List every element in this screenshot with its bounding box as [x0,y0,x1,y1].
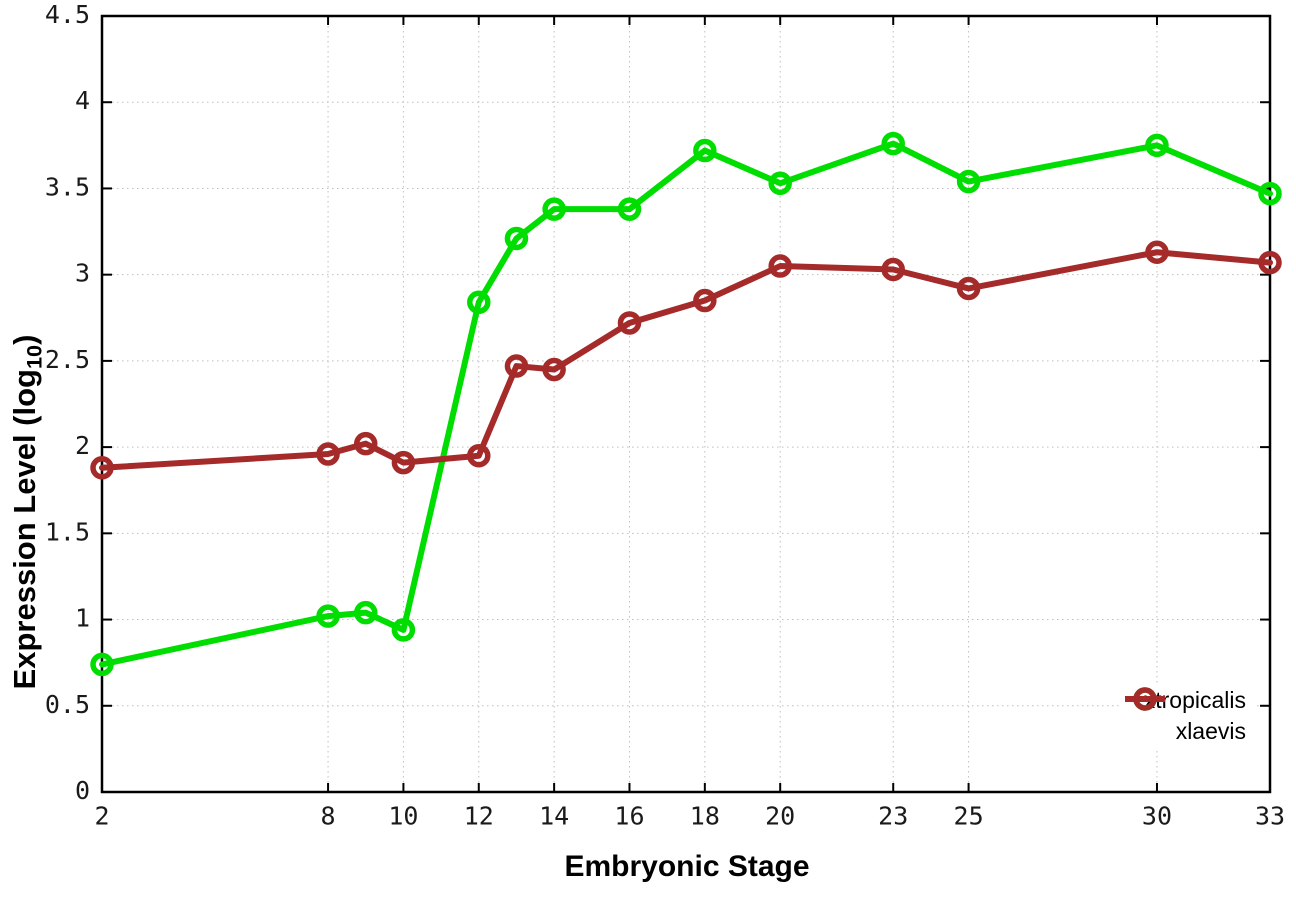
data-point-xtropicalis [316,604,340,628]
x-tick-label: 2 [94,801,109,830]
data-point-xtropicalis [1258,181,1282,206]
series-line-xlaevis [99,249,1273,471]
data-point-xtropicalis [504,226,529,251]
y-tick-label: 0.5 [45,690,90,719]
data-point-xlaevis [693,288,717,313]
x-tick-label: 16 [614,801,644,830]
data-point-xtropicalis [881,131,905,156]
data-point-xlaevis [391,450,416,475]
x-tick-label: 10 [388,801,418,830]
data-point-xlaevis [617,311,642,335]
data-point-xlaevis [956,276,981,301]
series-line-xtropicalis [99,140,1273,668]
data-point-xlaevis [1258,250,1282,275]
x-axis-title: Embryonic Stage [564,850,810,883]
y-tick-label: 3 [75,259,90,288]
y-tick-label: 3.5 [45,172,90,201]
data-point-xtropicalis [1145,133,1169,158]
x-tick-label: 14 [539,801,569,830]
data-point-xlaevis [467,443,491,468]
x-tick-label: 30 [1142,801,1172,830]
data-point-xlaevis [90,456,114,480]
x-tick-label: 18 [690,801,720,830]
x-tick-label: 33 [1255,801,1285,830]
data-point-xtropicalis [90,652,114,677]
y-tick-label: 2 [75,431,90,460]
legend-item-xlaevis: xlaevis [1124,687,1254,747]
data-point-xlaevis [353,431,378,456]
y-tick-label: 4.5 [45,0,90,29]
x-tick-label: 12 [464,801,494,830]
data-point-xtropicalis [542,197,566,221]
y-tick-label: 4 [75,86,90,115]
data-point-xlaevis [316,442,340,466]
y-tick-label: 1 [75,604,90,633]
y-tick-label: 1.5 [45,517,90,546]
data-point-xlaevis [542,357,566,382]
data-point-xlaevis [1145,240,1169,264]
data-point-xtropicalis [956,169,981,194]
y-tick-label: 2.5 [45,345,90,374]
data-point-xlaevis [504,354,529,378]
data-point-xtropicalis [768,171,792,196]
line-circle-marker-icon [1124,687,1165,711]
legend-label-xlaevis: xlaevis [1175,718,1246,744]
x-tick-label: 8 [321,801,336,830]
data-point-xtropicalis [467,290,491,315]
y-axis-title-subscript: 10 [21,344,47,370]
data-point-xlaevis [881,257,905,282]
y-axis-title: Expression Level (log10) [7,335,48,690]
x-tick-label: 20 [765,801,795,830]
data-point-xtropicalis [353,600,378,625]
x-tick-label: 23 [878,801,908,830]
y-axis-title-main: Expression Level (log [6,369,42,690]
data-point-xlaevis [768,254,792,278]
legend: xtropicalis xlaevis [1121,684,1256,748]
data-point-xtropicalis [391,618,416,642]
y-axis-title-close: ) [6,334,42,345]
data-point-xtropicalis [617,197,642,221]
y-tick-label: 0 [75,776,90,805]
x-tick-label: 25 [954,801,984,830]
data-point-xtropicalis [693,138,717,163]
